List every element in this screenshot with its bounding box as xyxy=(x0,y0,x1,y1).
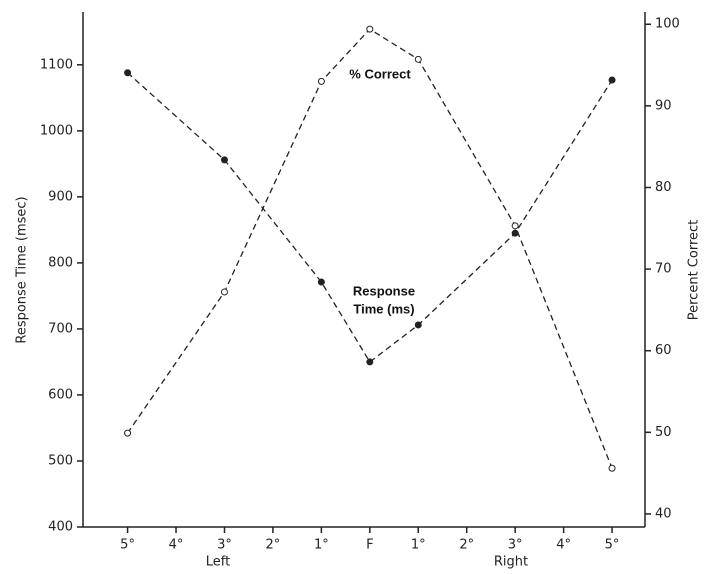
y-tick-label: 500 xyxy=(48,453,73,468)
y2-tick-label: 60 xyxy=(655,343,672,358)
y2-tick-label: 40 xyxy=(655,506,672,521)
x-annotation: Left xyxy=(206,555,230,570)
data-point xyxy=(608,464,616,472)
x-tick-label: 2° xyxy=(266,538,281,553)
y-tick-label: 1000 xyxy=(40,123,73,138)
y-tick-label: 400 xyxy=(48,520,73,535)
y-tick-label: 900 xyxy=(48,189,73,204)
series-annotation: % Correct xyxy=(349,66,411,81)
data-point xyxy=(414,321,422,329)
y2-tick-label: 70 xyxy=(655,262,672,277)
y2-tick-label: 50 xyxy=(655,425,672,440)
data-point xyxy=(220,156,228,164)
x-tick-label: 3° xyxy=(217,538,232,553)
x-tick-label: 3° xyxy=(508,538,523,553)
y-tick-label: 700 xyxy=(48,321,73,336)
data-point xyxy=(124,429,132,437)
x-tick-label: 1° xyxy=(411,538,426,553)
data-point xyxy=(124,69,132,77)
series-line xyxy=(127,72,613,363)
x-tick-label: F xyxy=(366,538,373,553)
y-tick-label: 1100 xyxy=(40,57,73,72)
data-point xyxy=(608,76,616,84)
series-annotation: Response xyxy=(353,283,415,298)
x-tick-label: 5° xyxy=(605,538,620,553)
data-point xyxy=(511,222,519,230)
x-annotation: Right xyxy=(494,555,528,570)
y-axis-label: Response Time (msec) xyxy=(15,196,30,343)
series-line xyxy=(127,28,613,469)
y-tick-label: 800 xyxy=(48,255,73,270)
x-tick-label: 4° xyxy=(556,538,571,553)
series-annotation: Time (ms) xyxy=(353,301,414,316)
x-tick-label: 4° xyxy=(169,538,184,553)
y-tick-label: 600 xyxy=(48,387,73,402)
y2-tick-label: 90 xyxy=(655,98,672,113)
y2-axis-label: Percent Correct xyxy=(687,220,702,321)
x-tick-label: 1° xyxy=(314,538,329,553)
y2-tick-label: 100 xyxy=(655,17,680,32)
data-point xyxy=(511,229,519,237)
data-point xyxy=(317,77,325,85)
data-point xyxy=(366,25,374,33)
data-point xyxy=(317,278,325,286)
data-point xyxy=(414,55,422,63)
data-point xyxy=(366,358,374,366)
data-point xyxy=(220,288,228,296)
y2-tick-label: 80 xyxy=(655,180,672,195)
x-tick-label: 2° xyxy=(459,538,474,553)
x-tick-label: 5° xyxy=(120,538,135,553)
